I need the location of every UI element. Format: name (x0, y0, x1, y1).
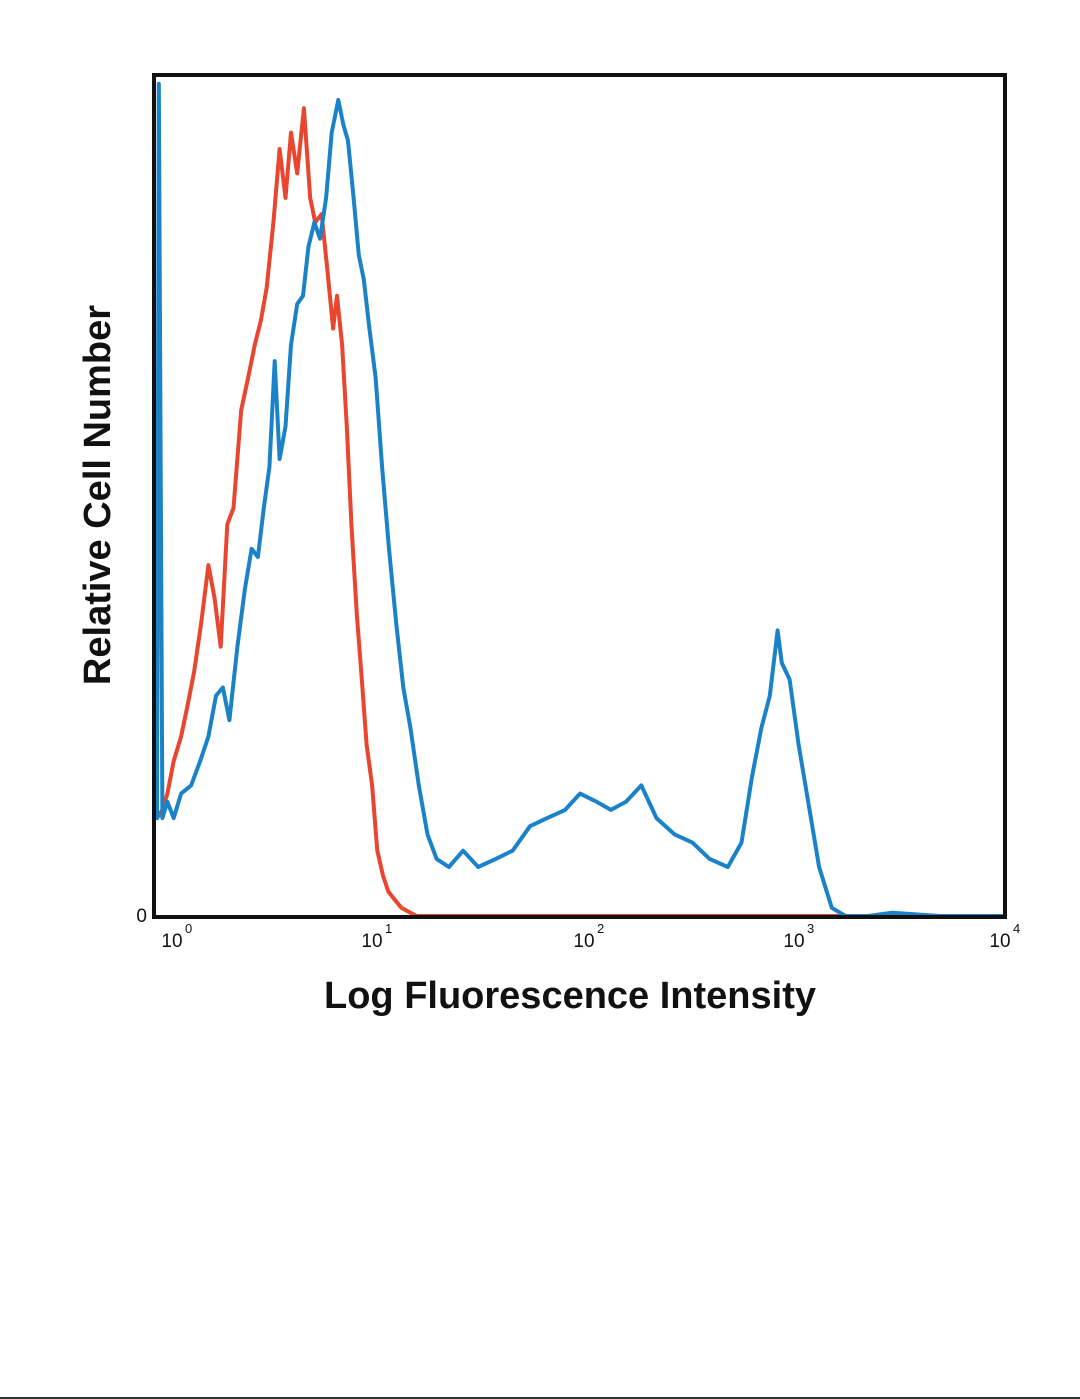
x-tick-label: 10 (361, 931, 382, 952)
y-axis-title: Relative Cell Number (77, 305, 119, 685)
plot-frame (152, 73, 1007, 919)
x-axis-title: Log Fluorescence Intensity (324, 975, 816, 1017)
y-tick-label: 0 (136, 906, 147, 927)
x-tick-label: 10 (783, 931, 804, 952)
bottom-rule (0, 1397, 1080, 1399)
x-tick-label: 10 (161, 931, 182, 952)
x-tick-exponent: 4 (1013, 921, 1020, 936)
series-line-1 (155, 106, 1005, 918)
x-tick-exponent: 3 (807, 921, 814, 936)
series-line-2 (155, 81, 1005, 918)
x-tick-exponent: 0 (185, 921, 192, 936)
x-tick-label: 10 (989, 931, 1010, 952)
x-tick-exponent: 1 (385, 921, 392, 936)
series-layer (155, 81, 1005, 918)
x-tick-label: 10 (573, 931, 594, 952)
x-tick-exponent: 2 (597, 921, 604, 936)
